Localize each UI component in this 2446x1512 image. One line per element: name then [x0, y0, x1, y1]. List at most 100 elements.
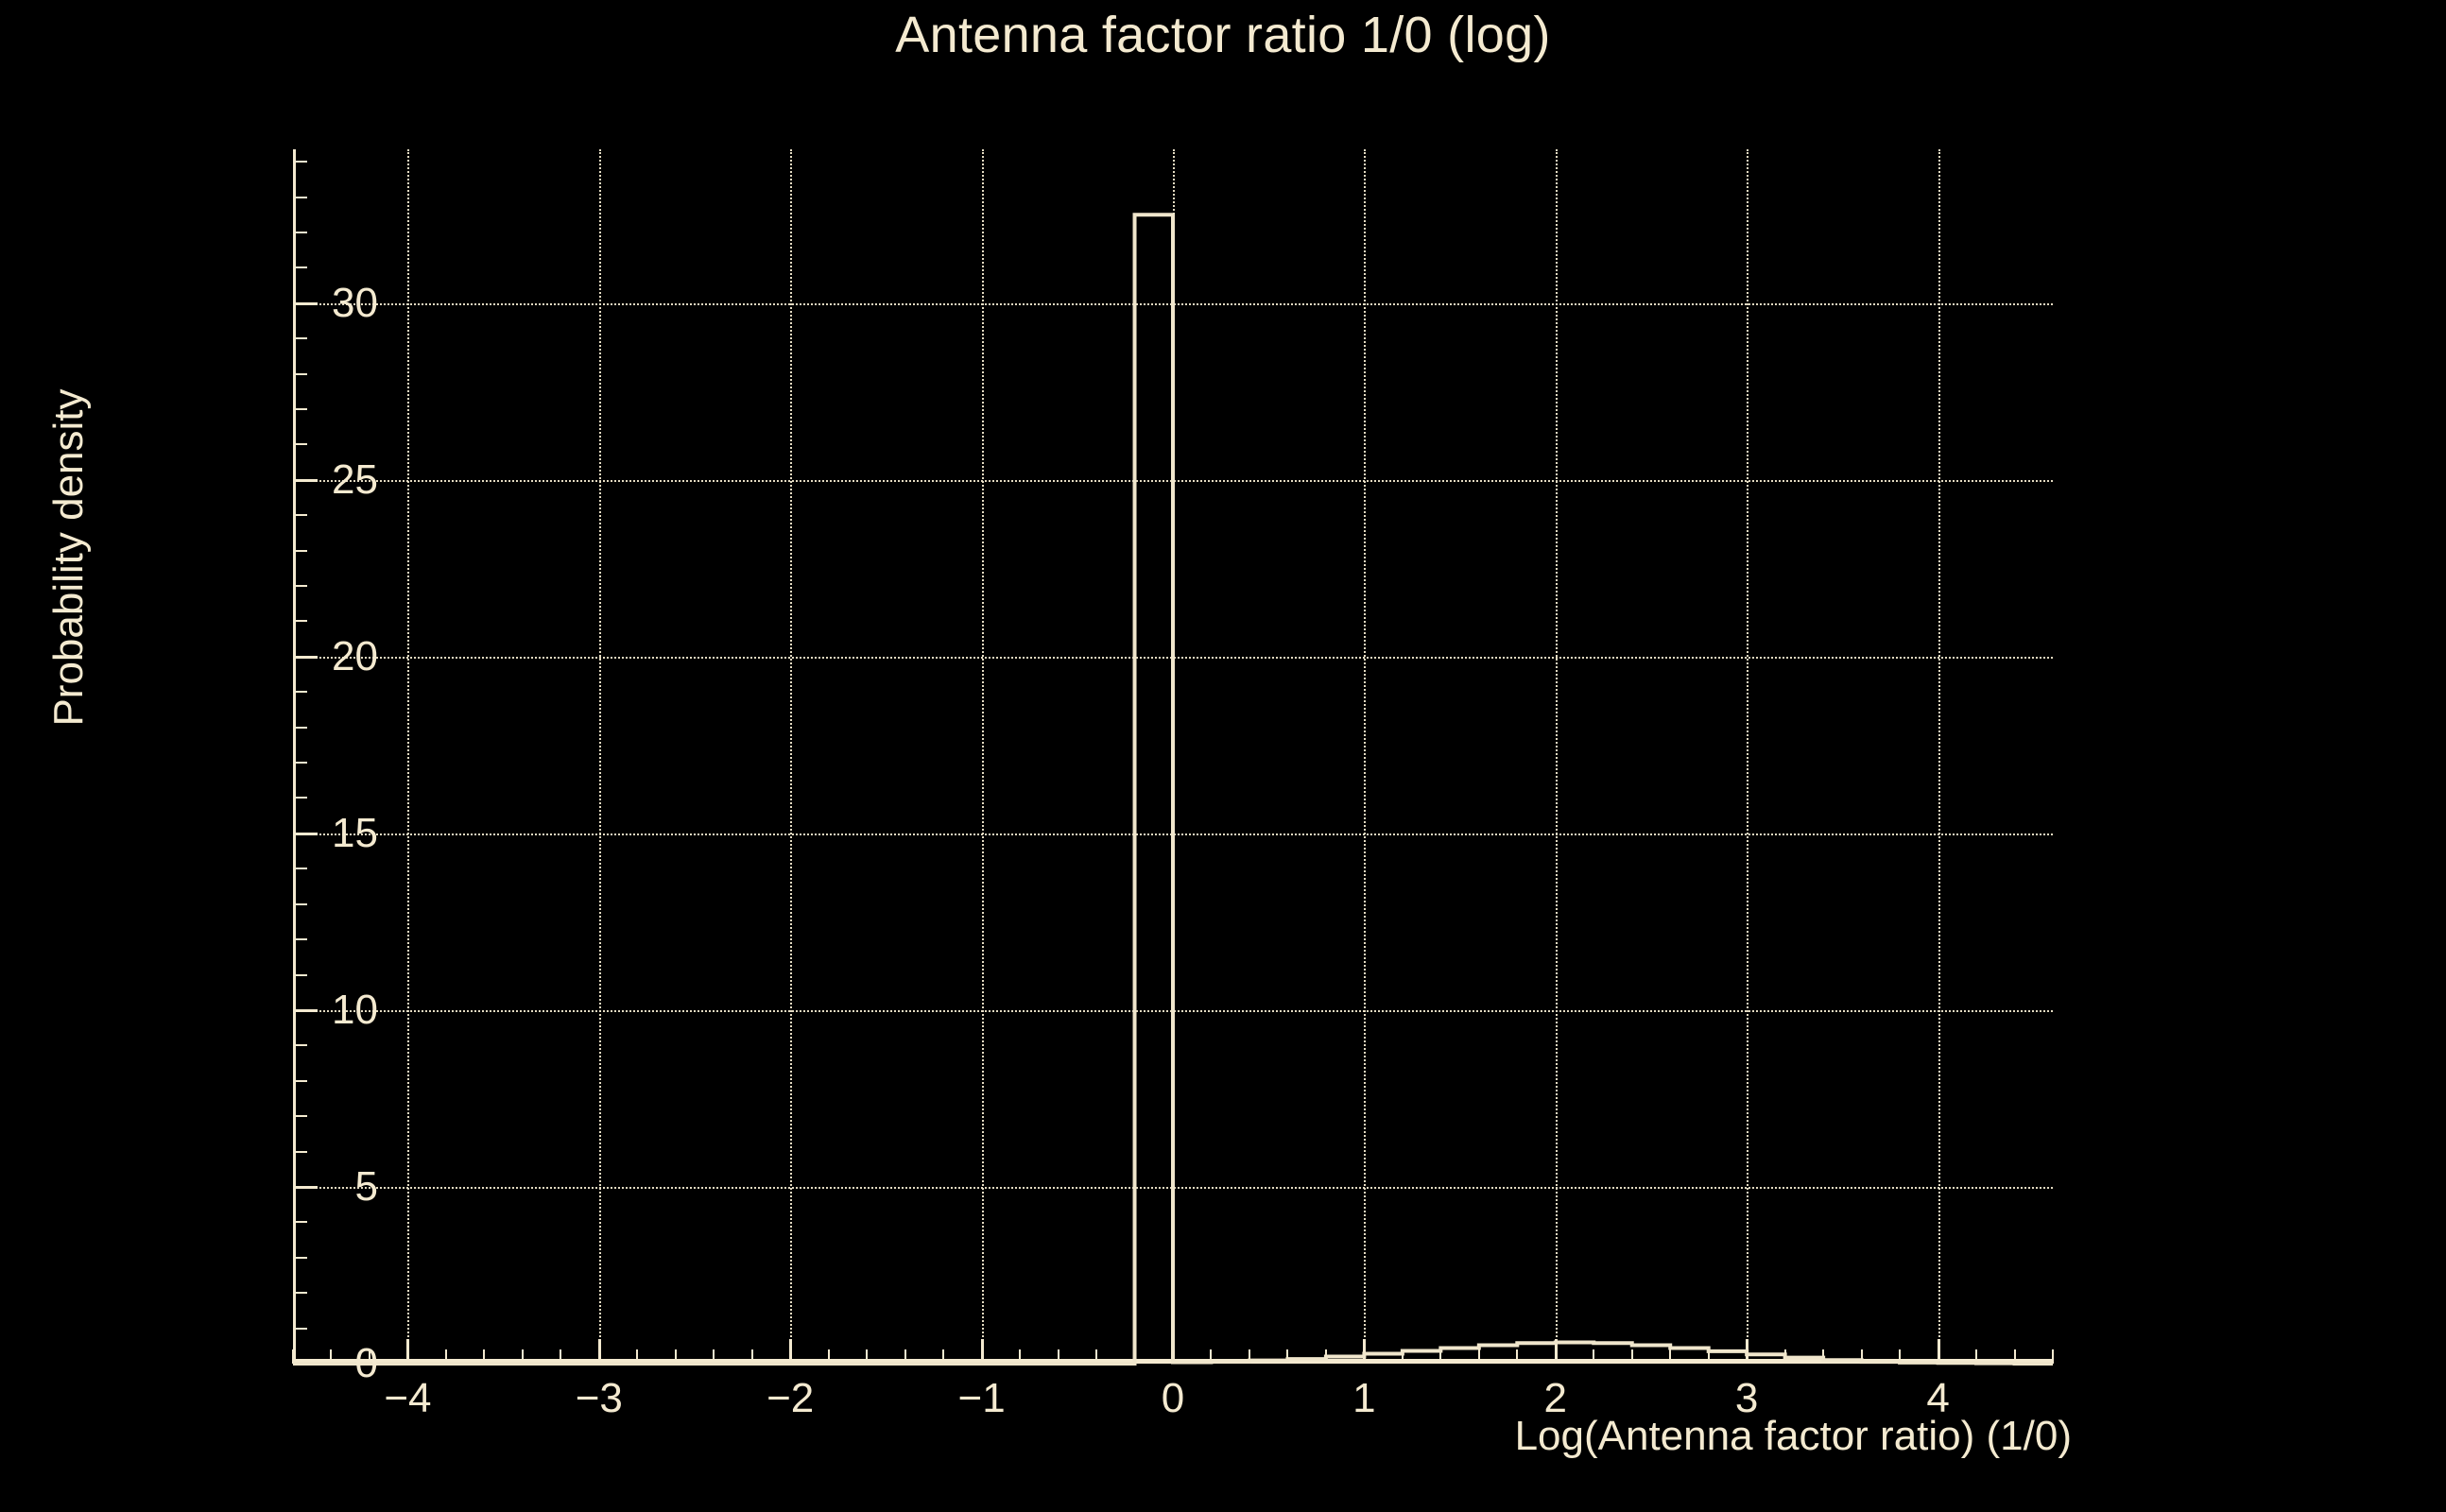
x-tick-minor: [1439, 1349, 1442, 1364]
x-tick-minor: [1975, 1349, 1978, 1364]
y-tick-minor: [293, 443, 307, 446]
x-tick-label: −4: [384, 1375, 432, 1421]
y-tick-minor: [293, 161, 307, 163]
x-gridline: [1938, 149, 1940, 1364]
x-tick-major: [980, 1339, 984, 1364]
x-gridline: [1555, 149, 1558, 1364]
x-tick-minor: [1210, 1349, 1213, 1364]
x-gridline: [1364, 149, 1367, 1364]
x-tick-label: 2: [1543, 1375, 1568, 1421]
y-tick-minor: [293, 407, 307, 410]
x-tick-minor: [1899, 1349, 1902, 1364]
y-tick-minor: [293, 266, 307, 269]
x-tick-major: [1554, 1339, 1558, 1364]
x-tick-minor: [330, 1349, 333, 1364]
x-tick-minor: [1669, 1349, 1672, 1364]
y-tick-minor: [293, 762, 307, 765]
x-tick-minor: [2013, 1349, 2016, 1364]
x-tick-minor: [368, 1349, 370, 1364]
x-tick-minor: [942, 1349, 945, 1364]
x-tick-minor: [904, 1349, 906, 1364]
y-tick-minor: [293, 337, 307, 340]
y-tick-minor: [293, 1079, 307, 1082]
y-tick-minor: [293, 868, 307, 870]
x-gridline: [598, 149, 601, 1364]
x-tick-major: [406, 1339, 410, 1364]
y-tick-label: 10: [332, 986, 378, 1033]
x-tick-major: [1937, 1339, 1940, 1364]
y-tick-minor: [293, 691, 307, 694]
y-tick-minor: [293, 1150, 307, 1153]
x-gridline: [407, 149, 410, 1364]
y-tick-major: [293, 478, 318, 482]
x-tick-minor: [674, 1349, 677, 1364]
y-tick-label: 20: [332, 632, 378, 679]
x-tick-minor: [1860, 1349, 1863, 1364]
x-tick-minor: [1286, 1349, 1289, 1364]
x-tick-major: [597, 1339, 601, 1364]
x-tick-minor: [1248, 1349, 1250, 1364]
x-tick-minor: [1630, 1349, 1633, 1364]
y-axis-title: Probability density: [45, 388, 92, 727]
x-tick-minor: [1095, 1349, 1098, 1364]
y-tick-minor: [293, 902, 307, 905]
y-tick-minor: [293, 231, 307, 233]
x-tick-major: [1363, 1339, 1367, 1364]
y-tick-minor: [293, 620, 307, 623]
page-title: Antenna factor ratio 1/0 (log): [895, 7, 1551, 63]
x-tick-minor: [444, 1349, 447, 1364]
y-tick-minor: [293, 1256, 307, 1259]
histogram-step-line: [293, 213, 2053, 1366]
y-tick-minor: [293, 1115, 307, 1118]
y-tick-major: [293, 832, 318, 835]
x-tick-label: 1: [1352, 1375, 1376, 1421]
y-tick-minor: [293, 372, 307, 375]
x-tick-minor: [1707, 1349, 1710, 1364]
x-tick-minor: [521, 1349, 524, 1364]
y-tick-minor: [293, 1044, 307, 1047]
x-tick-minor: [1057, 1349, 1059, 1364]
y-tick-minor: [293, 973, 307, 976]
y-tick-minor: [293, 585, 307, 587]
y-tick-major: [293, 655, 318, 659]
x-tick-minor: [1516, 1349, 1519, 1364]
x-tick-minor: [1401, 1349, 1404, 1364]
x-tick-minor: [2052, 1349, 2054, 1364]
x-tick-minor: [1593, 1349, 1595, 1364]
y-tick-minor: [293, 1292, 307, 1295]
y-axis-line: [293, 149, 296, 1364]
x-tick-major: [789, 1339, 793, 1364]
x-tick-label: 0: [1161, 1375, 1185, 1421]
x-tick-label: −1: [957, 1375, 1006, 1421]
x-tick-label: −3: [575, 1375, 623, 1421]
x-tick-minor: [1019, 1349, 1022, 1364]
x-tick-label: 3: [1734, 1375, 1759, 1421]
y-tick-minor: [293, 514, 307, 517]
y-tick-label: 15: [332, 809, 378, 856]
y-tick-major: [293, 301, 318, 305]
y-tick-minor: [293, 1221, 307, 1224]
x-gridline: [981, 149, 984, 1364]
y-tick-major: [293, 1008, 318, 1012]
y-tick-minor: [293, 938, 307, 941]
x-tick-minor: [827, 1349, 830, 1364]
y-tick-minor: [293, 549, 307, 552]
y-tick-minor: [293, 726, 307, 729]
x-tick-minor: [713, 1349, 715, 1364]
y-tick-minor: [293, 196, 307, 198]
x-tick-minor: [560, 1349, 562, 1364]
x-tick-minor: [636, 1349, 639, 1364]
y-tick-major: [293, 1185, 318, 1189]
y-tick-label: 30: [332, 279, 378, 326]
x-tick-label: 4: [1926, 1375, 1950, 1421]
x-tick-minor: [866, 1349, 869, 1364]
x-tick-minor: [483, 1349, 486, 1364]
x-axis-title: Log(Antenna factor ratio) (1/0): [1514, 1413, 2072, 1459]
y-tick-label: 0: [354, 1340, 378, 1386]
plot-frame: [292, 149, 2054, 1366]
x-tick-minor: [292, 1349, 294, 1364]
x-tick-label: −2: [767, 1375, 815, 1421]
x-gridline: [1747, 149, 1749, 1364]
histogram-curve: [293, 213, 2053, 1366]
